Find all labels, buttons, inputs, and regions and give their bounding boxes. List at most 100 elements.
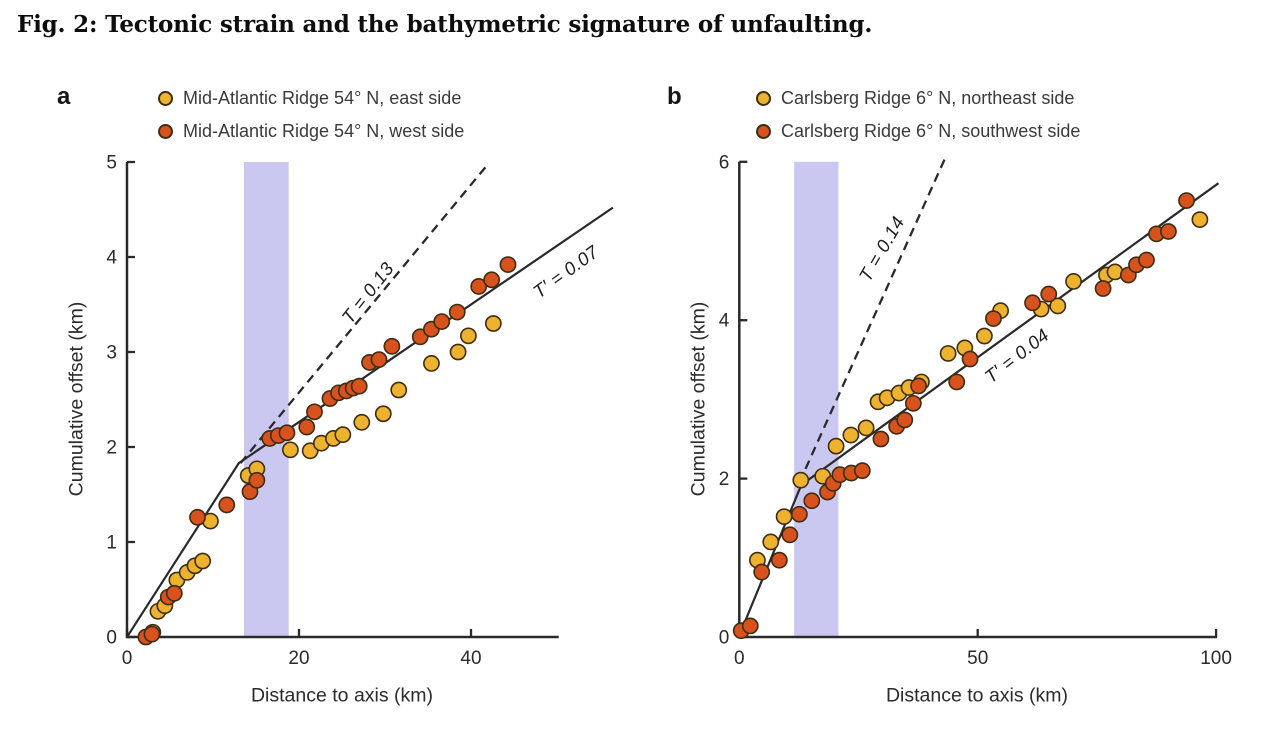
y-tick-label: 3 [106, 343, 117, 364]
data-point [1094, 280, 1112, 297]
data-point [370, 351, 388, 368]
data-point [1178, 192, 1195, 210]
x-axis-title-a: Distance to axis (km) [250, 684, 434, 707]
panel-letter-b: b [667, 83, 682, 110]
data-point [975, 327, 993, 345]
y-tick-label: 5 [106, 153, 117, 174]
data-point [775, 508, 793, 526]
x-tick-label: 100 [1200, 648, 1232, 669]
legend-label: Mid-Atlantic Ridge 54° N, east side [183, 88, 462, 108]
legend-item: Mid-Atlantic Ridge 54° N, east side [158, 88, 464, 109]
data-point [483, 271, 501, 289]
data-point [985, 310, 1002, 328]
data-point [143, 625, 161, 643]
data-point [390, 381, 408, 399]
data-point [910, 377, 927, 395]
data-point [939, 345, 957, 362]
y-tick-label: 2 [106, 438, 117, 459]
data-point [460, 327, 477, 345]
data-point [770, 551, 788, 569]
data-point [1040, 285, 1058, 303]
data-point [484, 315, 502, 332]
data-point [842, 426, 860, 444]
data-point [792, 471, 810, 489]
data-point [433, 313, 451, 330]
data-point [423, 354, 440, 372]
legend-item: Carlsberg Ridge 6° N, northeast side [756, 88, 1080, 109]
y-tick-label: 6 [719, 152, 730, 173]
data-point [334, 426, 352, 444]
legend-label: Carlsberg Ridge 6° N, northeast side [781, 88, 1075, 108]
y-axis-title-a: Cumulative offset (km) [65, 301, 88, 497]
data-point [281, 441, 299, 459]
data-point [781, 526, 799, 544]
data-point [857, 419, 875, 437]
figure-title: Fig. 2: Tectonic strain and the bathymet… [17, 11, 873, 38]
y-tick-label: 0 [719, 628, 730, 649]
data-point [1191, 211, 1209, 229]
data-point [1138, 251, 1155, 269]
data-point [753, 563, 771, 581]
red-dot-icon [158, 124, 173, 139]
y-tick-label: 1 [106, 533, 117, 554]
data-point [278, 424, 296, 442]
data-point [872, 430, 890, 448]
data-point [194, 552, 212, 570]
legend-label: Mid-Atlantic Ridge 54° N, west side [183, 121, 465, 141]
data-point [827, 437, 845, 455]
data-point [803, 492, 821, 510]
legend-item: Mid-Atlantic Ridge 54° N, west side [158, 121, 464, 142]
data-point [741, 617, 759, 635]
red-dot-icon [756, 124, 771, 139]
legend-item: Carlsberg Ridge 6° N, southwest side [756, 121, 1080, 142]
y-tick-label: 4 [106, 248, 117, 269]
y-tick-label: 2 [719, 469, 730, 490]
axis-highlight-band [794, 161, 839, 638]
x-tick-label: 40 [460, 648, 481, 669]
data-point [499, 256, 517, 273]
data-point [248, 471, 266, 489]
panel-letter-a: a [57, 83, 71, 110]
data-point [350, 377, 368, 395]
data-point [383, 337, 401, 355]
data-point [853, 462, 871, 480]
data-point [1065, 272, 1082, 290]
x-axis-title-b: Distance to axis (km) [885, 684, 1069, 707]
legend-panel-b: Carlsberg Ridge 6° N, northeast side Car… [756, 88, 1080, 142]
data-point [470, 278, 488, 295]
data-point [1024, 294, 1041, 312]
data-point [1160, 223, 1177, 240]
x-tick-label: 20 [288, 648, 309, 669]
data-point [896, 411, 914, 429]
data-point [790, 505, 808, 523]
axis-highlight-band [243, 162, 289, 637]
x-tick-label: 0 [734, 648, 745, 669]
strain-solid-line [126, 206, 614, 638]
data-point [762, 533, 780, 551]
yellow-dot-icon [756, 91, 771, 106]
data-point [165, 584, 183, 602]
data-point [189, 508, 206, 526]
data-point [449, 343, 467, 361]
y-tick-label: 0 [106, 628, 117, 649]
data-point [1049, 297, 1067, 315]
data-point [961, 350, 979, 368]
data-point [904, 394, 922, 412]
strain-dashed-line [239, 163, 490, 464]
legend-label: Carlsberg Ridge 6° N, southwest side [781, 121, 1081, 141]
data-point [298, 418, 316, 436]
data-point [218, 496, 236, 514]
yellow-dot-icon [158, 91, 173, 106]
data-point [353, 413, 371, 431]
data-point [948, 373, 966, 391]
data-point [448, 303, 466, 321]
y-tick-label: 4 [719, 311, 730, 332]
x-tick-label: 0 [122, 648, 133, 669]
data-point [374, 405, 392, 423]
data-point [306, 403, 323, 421]
x-tick-label: 50 [967, 648, 988, 669]
y-axis-title-b: Cumulative offset (km) [687, 301, 710, 497]
legend-panel-a: Mid-Atlantic Ridge 54° N, east side Mid-… [158, 88, 464, 142]
